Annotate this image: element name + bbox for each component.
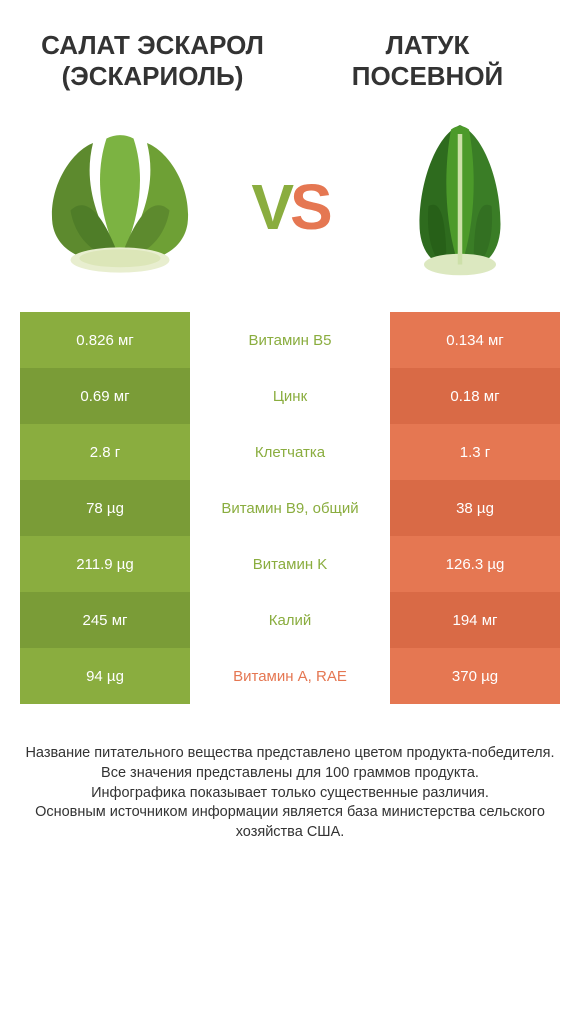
- table-row: 211.9 µgВитамин K126.3 µg: [20, 536, 560, 592]
- table-row: 2.8 гКлетчатка1.3 г: [20, 424, 560, 480]
- footer-note: Название питательного вещества представл…: [0, 704, 580, 842]
- footer-line: Основным источником информации является …: [20, 803, 560, 842]
- escarole-image: [30, 112, 210, 282]
- cell-right: 126.3 µg: [390, 536, 560, 592]
- romaine-image: [370, 112, 550, 282]
- cell-left: 94 µg: [20, 648, 190, 704]
- images-row: VS: [0, 102, 580, 312]
- vs-s: S: [290, 171, 329, 243]
- cell-left: 0.826 мг: [20, 312, 190, 368]
- table-row: 0.69 мгЦинк0.18 мг: [20, 368, 560, 424]
- cell-right: 194 мг: [390, 592, 560, 648]
- footer-line: Все значения представлены для 100 граммо…: [20, 764, 560, 784]
- header: САЛАТ ЭСКАРОЛ (ЭСКАРИОЛЬ) ЛАТУК ПОСЕВНОЙ: [0, 0, 580, 102]
- table-row: 78 µgВитамин B9, общий38 µg: [20, 480, 560, 536]
- cell-left: 78 µg: [20, 480, 190, 536]
- cell-left: 245 мг: [20, 592, 190, 648]
- cell-right: 370 µg: [390, 648, 560, 704]
- vs-label: VS: [251, 170, 328, 244]
- cell-nutrient: Витамин A, RAE: [190, 648, 390, 704]
- cell-right: 1.3 г: [390, 424, 560, 480]
- cell-nutrient: Витамин K: [190, 536, 390, 592]
- cell-left: 0.69 мг: [20, 368, 190, 424]
- footer-line: Инфографика показывает только существенн…: [20, 784, 560, 804]
- cell-nutrient: Цинк: [190, 368, 390, 424]
- table-row: 94 µgВитамин A, RAE370 µg: [20, 648, 560, 704]
- vs-v: V: [251, 171, 290, 243]
- cell-nutrient: Витамин B5: [190, 312, 390, 368]
- footer-line: Название питательного вещества представл…: [20, 744, 560, 764]
- table-row: 245 мгКалий194 мг: [20, 592, 560, 648]
- cell-nutrient: Клетчатка: [190, 424, 390, 480]
- right-title: ЛАТУК ПОСЕВНОЙ: [315, 30, 540, 92]
- cell-right: 0.18 мг: [390, 368, 560, 424]
- comparison-table: 0.826 мгВитамин B50.134 мг0.69 мгЦинк0.1…: [20, 312, 560, 704]
- table-row: 0.826 мгВитамин B50.134 мг: [20, 312, 560, 368]
- left-title: САЛАТ ЭСКАРОЛ (ЭСКАРИОЛЬ): [40, 30, 265, 92]
- cell-nutrient: Калий: [190, 592, 390, 648]
- cell-left: 2.8 г: [20, 424, 190, 480]
- cell-right: 38 µg: [390, 480, 560, 536]
- cell-nutrient: Витамин B9, общий: [190, 480, 390, 536]
- cell-right: 0.134 мг: [390, 312, 560, 368]
- cell-left: 211.9 µg: [20, 536, 190, 592]
